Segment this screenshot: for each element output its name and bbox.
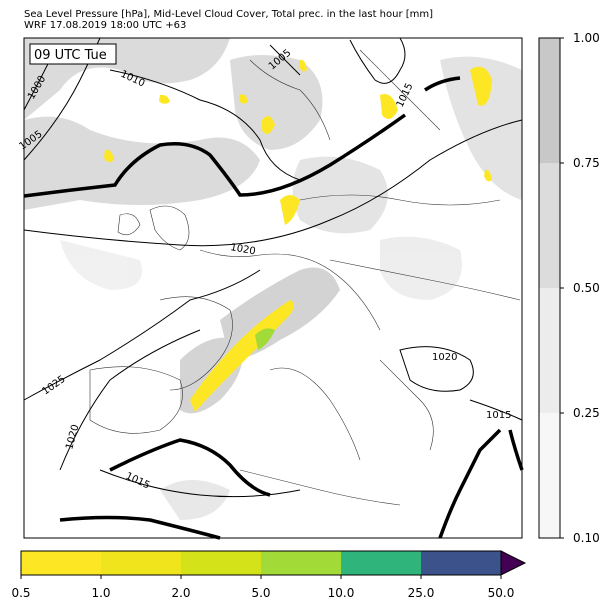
cloud-cover-colorbar — [538, 37, 564, 539]
map-title: Sea Level Pressure [hPa], Mid-Level Clou… — [24, 9, 434, 20]
map-frame — [23, 37, 523, 539]
precip-colorbar-extend-arrow — [500, 550, 527, 576]
precipitation-colorbar — [20, 550, 527, 579]
precip-colorbar-tick-label: 2.0 — [171, 586, 191, 600]
precip-colorbar-segment — [341, 551, 421, 575]
cloud-colorbar-tick-label: 0.25 — [573, 406, 600, 420]
cloud-colorbar-segment — [539, 413, 560, 538]
time-box: 09 UTC Tue — [29, 43, 117, 65]
cloud-colorbar-segment — [539, 163, 560, 288]
precip-colorbar-segment — [101, 551, 181, 575]
precip-colorbar-tick-label: 5.0 — [251, 586, 271, 600]
precip-colorbar-segment — [181, 551, 261, 575]
precip-colorbar-segment — [21, 551, 101, 575]
precip-colorbar-segment — [261, 551, 341, 575]
map-subtitle: WRF 17.08.2019 18:00 UTC +63 — [24, 20, 187, 31]
isobar-label: 1015 — [486, 410, 511, 421]
precip-colorbar-tick-label: 50.0 — [487, 586, 515, 600]
high-pressure-thick-isobars — [23, 76, 524, 540]
cloud-colorbar-tick-label: 1.00 — [573, 31, 600, 45]
cloud-colorbar-tick-label: 0.75 — [573, 156, 600, 170]
precip-colorbar-segment — [421, 551, 501, 575]
precip-colorbar-tick-label: 1.0 — [91, 586, 111, 600]
precip-colorbar-tick-label: 0.5 — [11, 586, 31, 600]
precipitation-layer — [104, 59, 492, 412]
coastlines-borders — [89, 49, 521, 506]
precip-colorbar-tick-label: 10.0 — [327, 586, 355, 600]
cloud-colorbar-tick-label: 0.10 — [573, 531, 600, 545]
time-label: 09 UTC Tue — [34, 48, 107, 63]
cloud-colorbar-segment — [539, 288, 560, 413]
isobar-label: 1020 — [229, 242, 256, 257]
isobar-label: 1020 — [432, 352, 457, 363]
cloud-colorbar-segment — [539, 38, 560, 163]
precip-colorbar-tick-label: 25.0 — [407, 586, 435, 600]
cloud-colorbar-tick-label: 0.50 — [573, 281, 600, 295]
